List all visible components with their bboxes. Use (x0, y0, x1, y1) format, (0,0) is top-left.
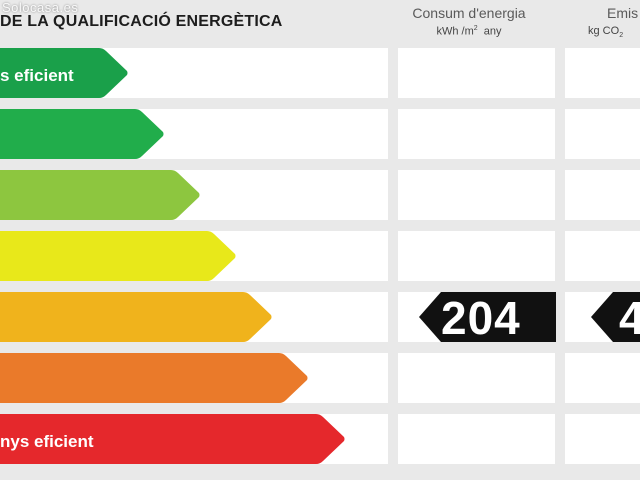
rating-bar-2 (0, 109, 164, 159)
consum-cell (398, 353, 555, 403)
rating-bar-4 (0, 231, 236, 281)
rating-bar-6 (0, 353, 308, 403)
watermark-text: Solocasa.es (2, 0, 79, 15)
page-title: DE LA QUALIFICACIÓ ENERGÈTICA (0, 13, 283, 30)
rating-bar-3 (0, 170, 200, 220)
emis-cell (565, 414, 640, 464)
emis-cell (565, 231, 640, 281)
emis-cell (565, 353, 640, 403)
emis-cell (565, 109, 640, 159)
emis-cell (565, 48, 640, 98)
consum-cell (398, 414, 555, 464)
rating-bar-1: s eficient (0, 48, 128, 98)
emis-title: Emis (607, 5, 639, 21)
consum-title: Consum d'energia (412, 5, 526, 21)
consum-unit: kWh /m2 any (436, 25, 502, 38)
emis-cell (565, 170, 640, 220)
consum-rating-value: 204 (441, 292, 521, 344)
emis-rating-marker: 4 (591, 292, 640, 342)
emis-column-header: Emis kg CO2 (588, 5, 640, 39)
consum-cell (398, 170, 555, 220)
emis-unit: kg CO2 (588, 25, 624, 40)
rating-bar-7: nys eficient (0, 414, 345, 464)
rating-bar-label: s eficient (0, 66, 74, 85)
rating-bar-5 (0, 292, 272, 342)
consum-cell (398, 48, 555, 98)
consum-cell (398, 109, 555, 159)
consum-column-header: Consum d'energia kWh /m2 any (398, 5, 540, 38)
consum-cell (398, 231, 555, 281)
emis-rating-value: 4 (619, 292, 640, 342)
rating-bar-label: nys eficient (0, 432, 94, 451)
consum-rating-marker: 204 (419, 292, 556, 344)
